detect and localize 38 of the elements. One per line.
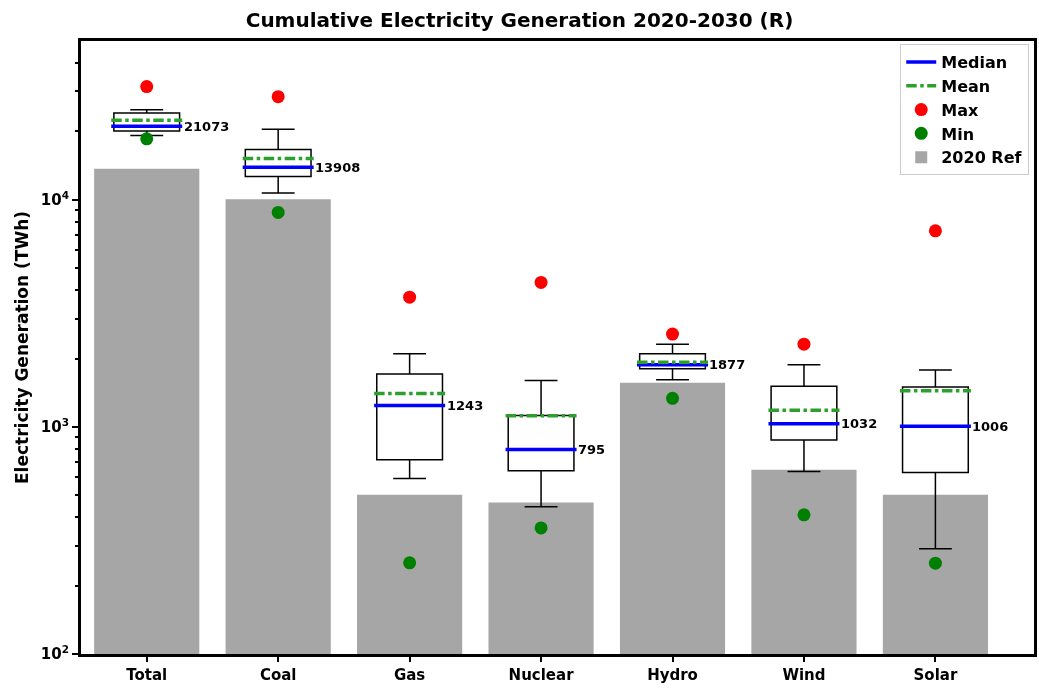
y-axis-title: Electricity Generation (TWh) [12,210,33,485]
annotation: 1877 [709,357,746,372]
x-tick-label: Hydro [647,666,698,684]
x-tick-label: Solar [913,666,958,684]
point [534,521,548,535]
legend-label: Min [941,124,975,144]
x-tick-label: Wind [782,666,826,684]
annotation: 13908 [315,160,361,175]
point [666,327,680,341]
annotation: 1006 [972,419,1009,434]
point [797,337,811,351]
point [403,290,417,304]
chart-title: Cumulative Electricity Generation 2020-2030 (R) [245,8,794,32]
legend-label: 2020 Ref [941,148,1023,168]
x-tick-label: Total [126,666,168,684]
y-tick-label: 10$^{2}$ [40,642,69,664]
x-tick-label: Gas [393,666,426,684]
point [140,132,154,146]
point [140,80,154,94]
annotation: 1032 [841,416,878,431]
point [666,391,680,405]
point [271,205,285,219]
y-tick-label: 10$^{3}$ [40,415,69,437]
point [271,90,285,104]
legend-label: Median [941,53,1008,73]
point [403,556,417,570]
point [928,556,942,570]
annotation: 1243 [447,398,484,413]
annotation: 21073 [184,119,230,134]
point [928,224,942,238]
point [534,275,548,289]
legend-label: Max [941,100,979,120]
x-tick-label: Nuclear [508,666,575,684]
annotation: 795 [578,442,606,457]
y-tick-label: 10$^{4}$ [40,188,69,209]
point [797,508,811,522]
legend-label: Mean [941,77,991,97]
x-tick-label: Coal [259,666,297,684]
